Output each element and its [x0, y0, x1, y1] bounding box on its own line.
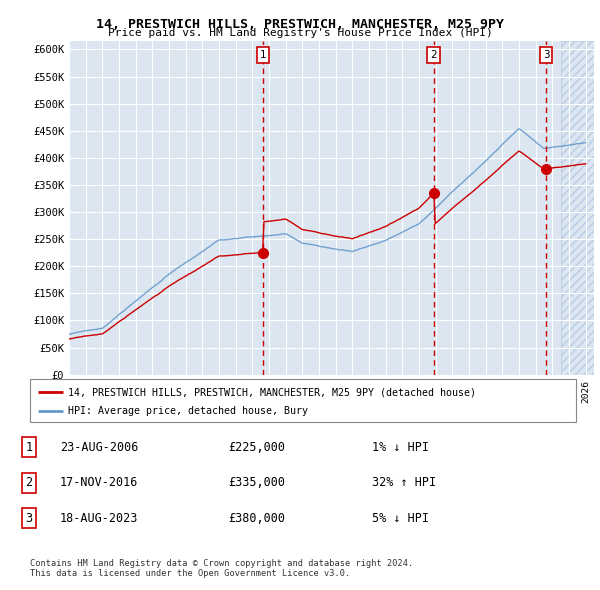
- Text: Price paid vs. HM Land Registry's House Price Index (HPI): Price paid vs. HM Land Registry's House …: [107, 28, 493, 38]
- Text: 2: 2: [430, 50, 437, 60]
- Text: 3: 3: [543, 50, 550, 60]
- Text: 18-AUG-2023: 18-AUG-2023: [60, 512, 139, 525]
- Text: 23-AUG-2006: 23-AUG-2006: [60, 441, 139, 454]
- Text: 32% ↑ HPI: 32% ↑ HPI: [372, 476, 436, 489]
- Text: Contains HM Land Registry data © Crown copyright and database right 2024.
This d: Contains HM Land Registry data © Crown c…: [30, 559, 413, 578]
- Text: 14, PRESTWICH HILLS, PRESTWICH, MANCHESTER, M25 9PY (detached house): 14, PRESTWICH HILLS, PRESTWICH, MANCHEST…: [68, 387, 476, 397]
- Text: £335,000: £335,000: [228, 476, 285, 489]
- Text: HPI: Average price, detached house, Bury: HPI: Average price, detached house, Bury: [68, 407, 308, 416]
- Text: 14, PRESTWICH HILLS, PRESTWICH, MANCHESTER, M25 9PY: 14, PRESTWICH HILLS, PRESTWICH, MANCHEST…: [96, 18, 504, 31]
- Text: 5% ↓ HPI: 5% ↓ HPI: [372, 512, 429, 525]
- Text: £380,000: £380,000: [228, 512, 285, 525]
- Text: 1: 1: [25, 441, 32, 454]
- Text: 17-NOV-2016: 17-NOV-2016: [60, 476, 139, 489]
- Text: £225,000: £225,000: [228, 441, 285, 454]
- Bar: [560, 41, 600, 375]
- Text: 2: 2: [25, 476, 32, 489]
- Text: 3: 3: [25, 512, 32, 525]
- Bar: [560, 41, 600, 375]
- Text: 1% ↓ HPI: 1% ↓ HPI: [372, 441, 429, 454]
- Text: 1: 1: [260, 50, 266, 60]
